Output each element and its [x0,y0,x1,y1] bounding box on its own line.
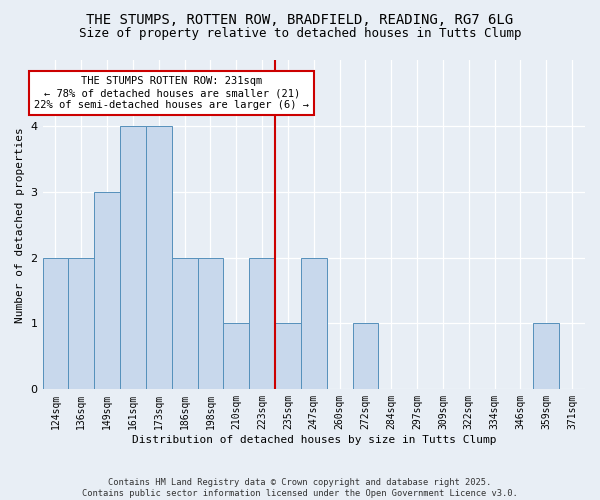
X-axis label: Distribution of detached houses by size in Tutts Clump: Distribution of detached houses by size … [131,435,496,445]
Y-axis label: Number of detached properties: Number of detached properties [15,127,25,322]
Bar [275,324,301,390]
Bar [43,258,68,390]
Bar [223,324,249,390]
Bar [146,126,172,390]
Text: Size of property relative to detached houses in Tutts Clump: Size of property relative to detached ho… [79,28,521,40]
Bar [120,126,146,390]
Bar [68,258,94,390]
Bar [172,258,197,390]
Text: THE STUMPS, ROTTEN ROW, BRADFIELD, READING, RG7 6LG: THE STUMPS, ROTTEN ROW, BRADFIELD, READI… [86,12,514,26]
Bar [197,258,223,390]
Text: Contains HM Land Registry data © Crown copyright and database right 2025.
Contai: Contains HM Land Registry data © Crown c… [82,478,518,498]
Bar [533,324,559,390]
Bar [249,258,275,390]
Bar [301,258,326,390]
Bar [353,324,379,390]
Bar [94,192,120,390]
Text: THE STUMPS ROTTEN ROW: 231sqm
← 78% of detached houses are smaller (21)
22% of s: THE STUMPS ROTTEN ROW: 231sqm ← 78% of d… [34,76,309,110]
